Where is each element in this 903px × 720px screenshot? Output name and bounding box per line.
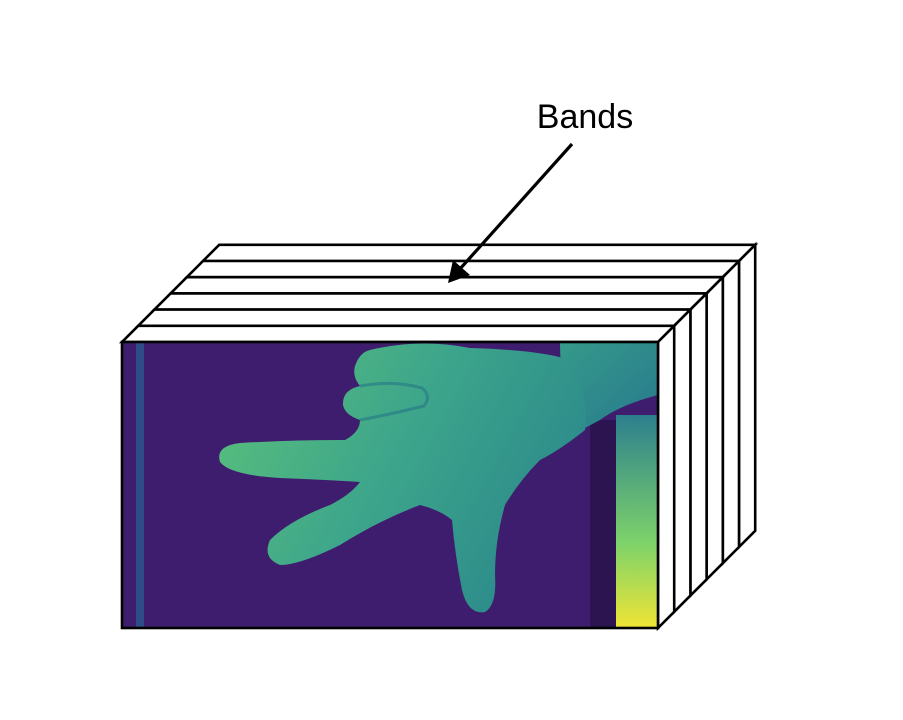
band-slice-top [135, 308, 694, 328]
band-slice-top [151, 292, 710, 311]
image-left-strip [136, 342, 144, 628]
band-layers [118, 241, 759, 632]
front-band-image [122, 342, 658, 628]
bands-label: Bands [537, 98, 633, 136]
band-slice-side [737, 241, 757, 551]
band-slice-side [721, 257, 741, 567]
band-slice-top [118, 324, 678, 344]
band-slice-top [167, 275, 726, 295]
image-right-bright-edge [616, 415, 658, 628]
band-slice-side [656, 322, 676, 632]
band-slice-side [705, 274, 725, 583]
band-slice-side [689, 290, 708, 599]
hand-silhouette [219, 343, 586, 613]
front-face-outline [120, 340, 660, 630]
band-slice-side [672, 306, 692, 615]
arrow-down-left-icon [448, 142, 574, 283]
